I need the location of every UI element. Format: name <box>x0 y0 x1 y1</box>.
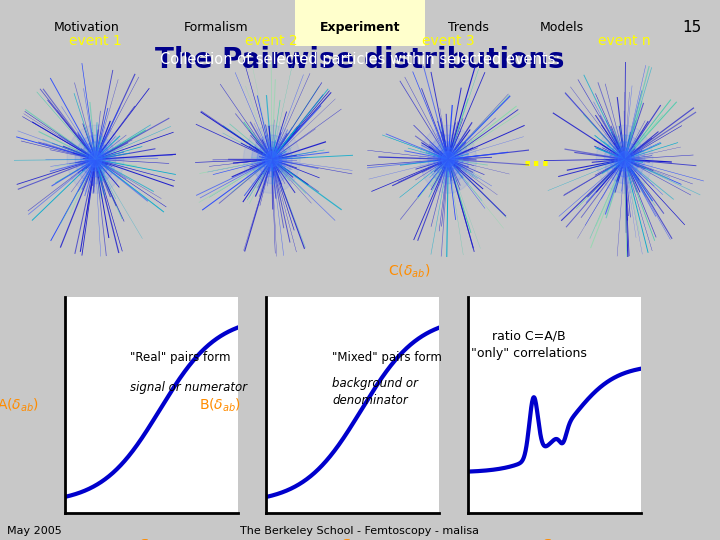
Polygon shape <box>442 152 455 167</box>
Bar <box>295 0 425 46</box>
Polygon shape <box>433 142 463 177</box>
Text: Collection of selected particles within selected events:: Collection of selected particles within … <box>160 52 560 67</box>
Text: The Berkeley School - Femtoscopy - malisa: The Berkeley School - Femtoscopy - malis… <box>240 525 480 536</box>
Polygon shape <box>428 135 469 184</box>
Polygon shape <box>257 142 287 177</box>
Text: signal or numerator: signal or numerator <box>130 381 248 394</box>
Text: event 2: event 2 <box>246 34 298 48</box>
Polygon shape <box>615 147 634 171</box>
Text: "Mixed" pairs form: "Mixed" pairs form <box>332 351 442 364</box>
Text: B($\delta_{ab}$): B($\delta_{ab}$) <box>199 396 240 414</box>
Text: $\delta_{ab}$: $\delta_{ab}$ <box>338 537 367 540</box>
Text: Models: Models <box>539 21 584 34</box>
Text: ratio C=A/B
"only" correlations: ratio C=A/B "only" correlations <box>471 329 586 360</box>
Text: $\delta_{ab}$: $\delta_{ab}$ <box>540 537 569 540</box>
Text: event 1: event 1 <box>69 34 122 48</box>
Polygon shape <box>243 125 300 193</box>
Polygon shape <box>251 135 292 184</box>
Polygon shape <box>86 147 105 171</box>
Text: background or
denominator: background or denominator <box>332 377 418 407</box>
Text: C($\delta_{ab}$): C($\delta_{ab}$) <box>388 262 431 280</box>
Text: event n: event n <box>598 34 651 48</box>
Polygon shape <box>67 125 124 193</box>
Polygon shape <box>610 142 639 177</box>
Text: "Real" pairs form: "Real" pairs form <box>130 351 231 364</box>
Polygon shape <box>420 125 477 193</box>
Text: Motivation: Motivation <box>53 21 120 34</box>
Text: The Pairwise distributions: The Pairwise distributions <box>156 46 564 74</box>
Text: Trends: Trends <box>448 21 488 34</box>
Text: event 3: event 3 <box>422 34 474 48</box>
Text: $\delta_{ab}$: $\delta_{ab}$ <box>137 537 166 540</box>
Text: Experiment: Experiment <box>320 21 400 34</box>
Text: 15: 15 <box>683 20 702 35</box>
Polygon shape <box>618 152 631 167</box>
Polygon shape <box>596 125 653 193</box>
Text: Formalism: Formalism <box>184 21 248 34</box>
Polygon shape <box>75 135 116 184</box>
Polygon shape <box>81 142 110 177</box>
Text: A($\delta_{ab}$): A($\delta_{ab}$) <box>0 396 39 414</box>
Polygon shape <box>438 147 458 171</box>
Polygon shape <box>266 152 279 167</box>
Polygon shape <box>604 135 645 184</box>
Polygon shape <box>89 152 102 167</box>
Text: May 2005: May 2005 <box>7 525 62 536</box>
Polygon shape <box>262 147 282 171</box>
Text: ...: ... <box>522 147 551 171</box>
